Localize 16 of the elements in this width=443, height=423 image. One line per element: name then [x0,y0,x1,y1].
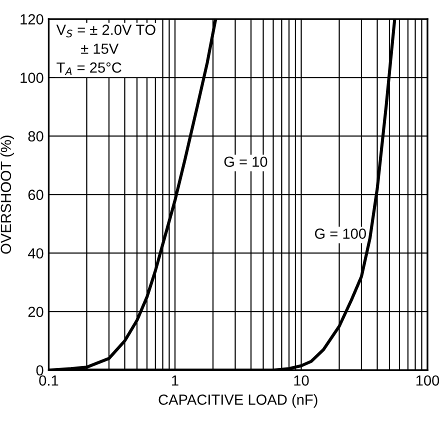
y-tick-label: 20 [28,306,44,318]
x-tick-label: 1 [172,376,178,386]
annotation: G = 10 [224,156,268,167]
y-tick-label: 80 [28,131,44,142]
y-tick-label: 120 [20,14,44,24]
x-axis-title: CAPACITIVE LOAD (nF) [158,394,318,408]
text: V$_{S}$ = ± 2.0V TO ± 15V T$_{A}$ = 25°C [56,24,156,75]
x-tick-label: 10 [294,375,309,386]
x-tick-label: 0.1 [39,375,58,386]
y-tick-label: 60 [28,190,44,200]
y-tick-label: 0 [36,365,44,376]
y-axis-title: OVERSHOOT (%) [0,136,14,254]
y-tick-label: 100 [20,72,44,83]
annotation: G = 100 [314,228,366,239]
y-tick-label: 40 [28,248,44,259]
x-tick-label: 100 [416,375,440,386]
